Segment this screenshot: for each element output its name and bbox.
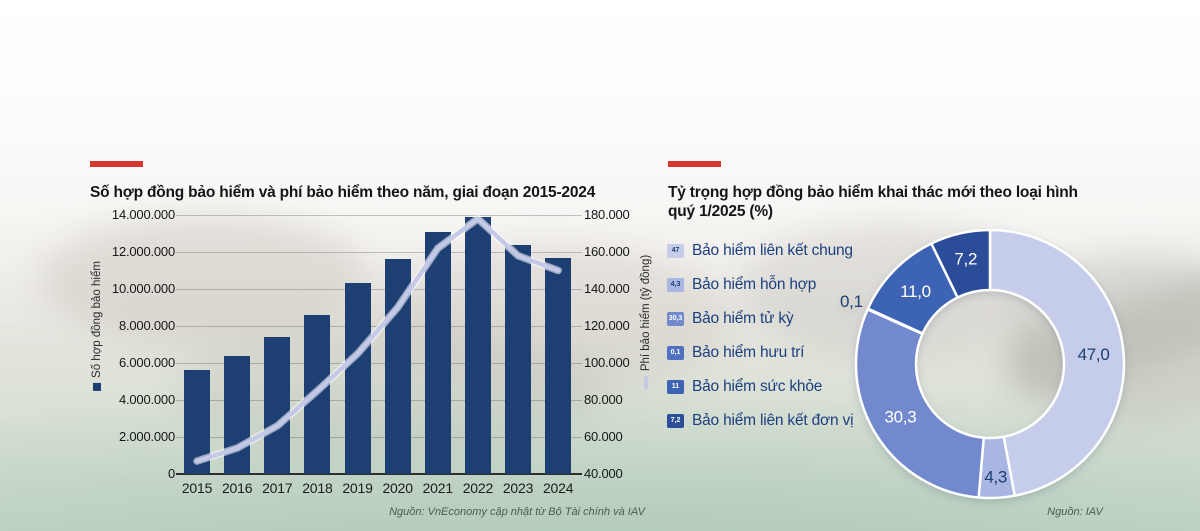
bar-2021 [424, 231, 451, 474]
legend-label: Bảo hiểm liên kết đơn vị [692, 411, 854, 429]
right-chart-title-line2: quý 1/2025 (%) [668, 203, 773, 221]
right-chart-title-line1: Tỷ trọng hợp đồng bảo hiểm khai thác mới… [668, 183, 1078, 201]
right-chart-title: Tỷ trọng hợp đồng bảo hiểm khai thác mới… [668, 183, 1188, 222]
gridline [176, 436, 582, 438]
y-axis-tick-left: 2.000.000 [118, 429, 175, 444]
bar-2017 [264, 337, 291, 474]
premium-line [194, 216, 561, 464]
y-axis-tick-right: 140.000 [584, 281, 630, 296]
donut-svg: 47,0 4,3 30,3 0,1 11,0 7,2 [840, 228, 1126, 500]
y-axis-label-left-text: Số hợp đồng bảo hiểm [91, 261, 103, 378]
x-axis-label-2019: 2019 [342, 480, 373, 496]
x-axis-label-2020: 2020 [382, 480, 413, 496]
left-chart-source: Nguồn: VnEconomy cập nhật từ Bộ Tài chín… [389, 506, 645, 518]
y-axis-tick-left: 14.000.000 [111, 207, 175, 222]
legend-label: Bảo hiểm sức khỏe [692, 377, 823, 395]
gridline [176, 214, 582, 216]
donut-slice-value-label: 7,2 [954, 249, 977, 268]
y-axis-tick-right: 180.000 [584, 207, 630, 222]
bar-2022 [464, 216, 491, 474]
premium-line-series [193, 214, 562, 465]
y-axis-tick-right: 100.000 [584, 355, 630, 370]
premium-line-halo [193, 214, 562, 465]
legend-item: 4,3 Bảo hiểm hỗn hợp [667, 273, 853, 296]
legend-item: 0,1 Bảo hiểm hưu trí [667, 341, 853, 364]
gridline [176, 288, 582, 290]
right-chart-source: Nguồn: IAV [1047, 506, 1103, 518]
y-axis-label-premium: Phí bảo hiểm (tỷ đồng) [640, 254, 652, 390]
legend-swatch: 4,3 [667, 277, 684, 292]
y-axis-tick-right: 120.000 [584, 318, 630, 333]
bar-2023 [505, 244, 532, 474]
legend-item: 30,3 Bảo hiểm tử kỳ [667, 307, 853, 330]
y-axis-tick-right: 60.000 [584, 429, 623, 444]
donut-slice-value-label: 47,0 [1078, 345, 1110, 364]
legend-label: Bảo hiểm hưu trí [692, 343, 805, 361]
legend-swatch: 30,3 [667, 311, 684, 326]
y-axis-tick-right: 160.000 [584, 244, 630, 259]
y-axis-label-right-text: Phí bảo hiểm (tỷ đồng) [640, 254, 652, 372]
donut-slice-value-label: 0,1 [840, 292, 863, 311]
legend-item: 11 Bảo hiểm sức khỏe [667, 375, 853, 398]
donut-slice-5 [930, 228, 992, 299]
y-axis-label-contracts: Số hợp đồng bảo hiểm [91, 261, 103, 391]
legend-swatch: 47 [667, 243, 684, 258]
bar-2019 [344, 283, 371, 474]
bar-series-marker-icon [93, 382, 101, 391]
y-axis-tick-left: 12.000.000 [111, 244, 175, 259]
donut-slice-2 [854, 308, 985, 499]
bar-2024 [545, 257, 572, 474]
legend-label: Bảo hiểm hỗn hợp [692, 275, 817, 293]
line-series-marker-icon [644, 376, 648, 390]
y-axis-tick-left: 4.000.000 [118, 392, 175, 407]
donut-slice-value-label: 30,3 [884, 407, 916, 426]
x-axis-label-2015: 2015 [181, 480, 213, 496]
legend-label: Bảo hiểm tử kỳ [692, 309, 794, 327]
y-axis-tick-left: 0 [167, 466, 175, 481]
x-axis-label-2024: 2024 [542, 480, 574, 496]
red-accent-bar [668, 161, 721, 167]
gridline [176, 251, 582, 253]
y-axis-tick-left: 10.000.000 [111, 281, 175, 296]
gridline [176, 399, 582, 401]
x-axis-label-2016: 2016 [221, 480, 253, 496]
x-axis-label-2023: 2023 [502, 480, 534, 496]
y-axis-tick-left: 6.000.000 [118, 355, 175, 370]
x-axis-label-2022: 2022 [462, 480, 494, 496]
donut-slice-value-label: 11,0 [900, 282, 931, 301]
donut-slice-value-label: 4,3 [984, 467, 1007, 486]
donut-chart: 47,0 4,3 30,3 0,1 11,0 7,2 [840, 214, 1140, 514]
legend-label: Bảo hiểm liên kết chung [692, 241, 853, 259]
legend-swatch: 7,2 [667, 413, 684, 428]
x-axis-label-2017: 2017 [262, 480, 293, 496]
red-accent-bar [90, 161, 143, 167]
gridline [176, 362, 582, 364]
x-axis-label-2021: 2021 [422, 480, 454, 496]
left-chart-title: Số hợp đồng bảo hiểm và phí bảo hiểm the… [90, 183, 596, 201]
legend-item: 7,2 Bảo hiểm liên kết đơn vị [667, 409, 854, 432]
legend-swatch: 0,1 [667, 345, 684, 360]
x-axis-label-2018: 2018 [302, 480, 333, 496]
donut-slice-0 [988, 228, 1126, 497]
legend-item: 47 Bảo hiểm liên kết chung [667, 239, 853, 262]
y-axis-tick-right: 80.000 [584, 392, 623, 407]
y-axis-tick-left: 8.000.000 [118, 318, 175, 333]
y-axis-tick-right: 40.000 [584, 466, 623, 481]
donut-legend: 47 Bảo hiểm liên kết chung 4,3 Bảo hiểm hỗn… [667, 239, 854, 432]
x-axis-baseline [176, 473, 582, 475]
legend-swatch: 11 [667, 379, 684, 394]
